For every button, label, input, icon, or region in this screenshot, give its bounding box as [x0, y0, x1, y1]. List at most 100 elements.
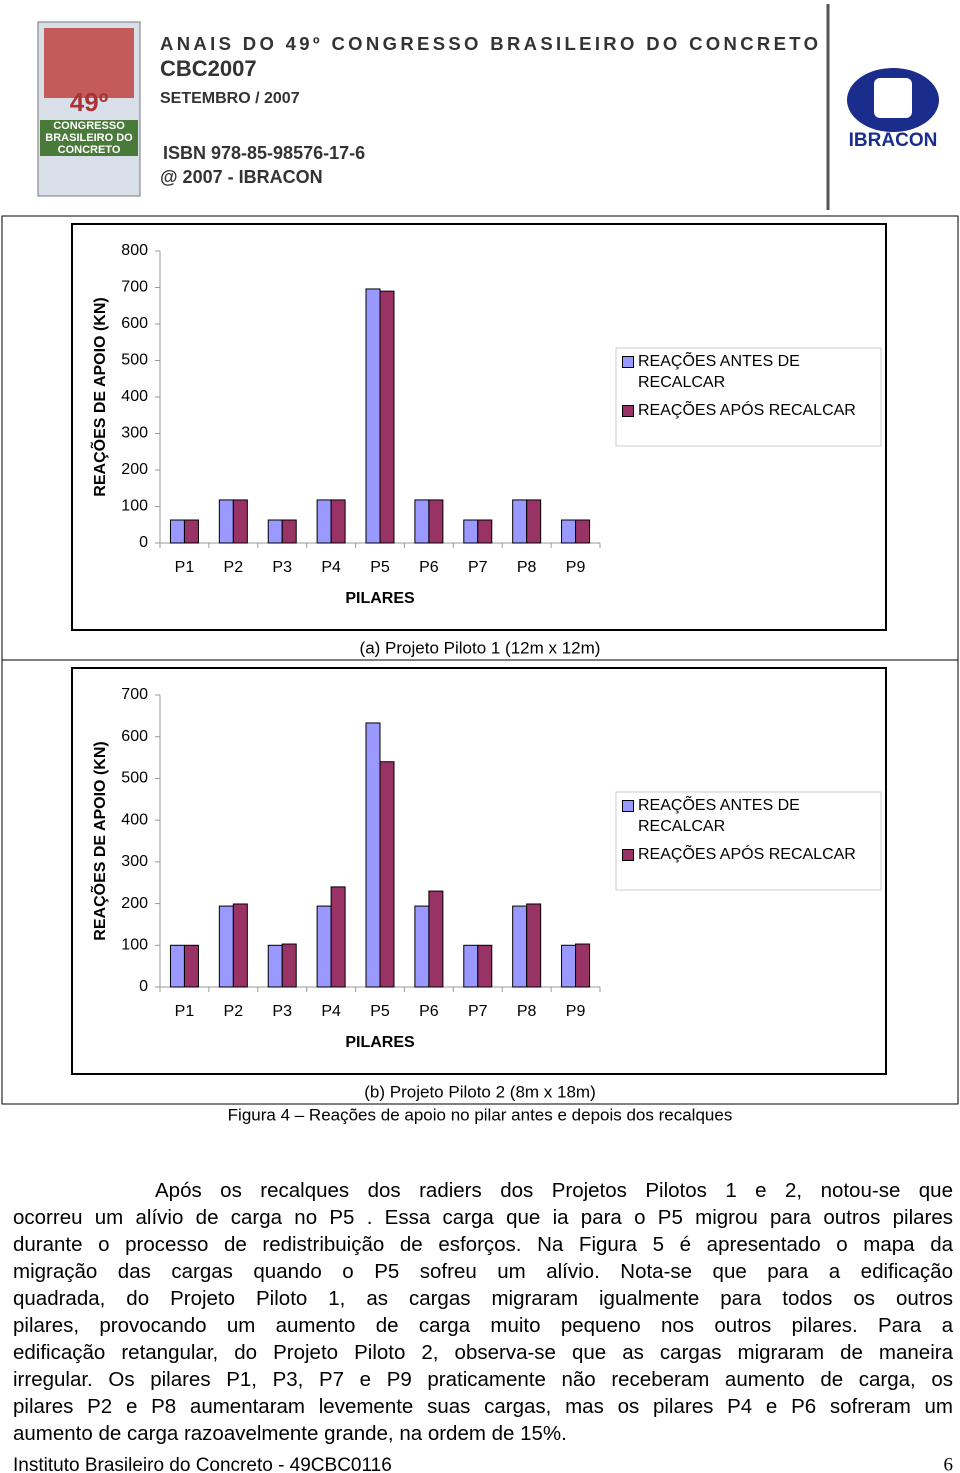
- bar: [365, 288, 381, 544]
- bar: [379, 290, 395, 544]
- x-tick-label: P7: [468, 1003, 488, 1020]
- y-axis-title: REAÇÕES DE APOIO (KN): [89, 741, 109, 940]
- y-tick-label: 300: [121, 425, 148, 442]
- header-date: SETEMBRO / 2007: [160, 90, 300, 107]
- legend-label: REAÇÕES ANTES DE RECALCAR: [638, 797, 800, 835]
- y-tick-label: 800: [121, 242, 148, 259]
- bar: [575, 519, 591, 544]
- bar: [575, 943, 591, 988]
- x-tick-label: P5: [370, 559, 390, 576]
- publisher: IBRACON: [849, 130, 938, 151]
- body-line: pilares P2 e P8 aumentaram levemente sua…: [13, 1395, 953, 1418]
- logo-number: 49º: [70, 87, 109, 117]
- bar: [330, 886, 346, 988]
- bar: [463, 944, 479, 988]
- bar: [316, 905, 332, 988]
- ibracon-logo-cylinder: [874, 78, 912, 118]
- chart-caption: (a) Projeto Piloto 1 (12m x 12m): [360, 638, 601, 657]
- bar: [183, 944, 199, 988]
- header-isbn: ISBN 978-85-98576-17-6: [163, 143, 365, 163]
- y-tick-label: 100: [121, 937, 148, 954]
- y-tick-label: 300: [121, 853, 148, 870]
- bar: [169, 519, 185, 544]
- bar: [561, 944, 577, 988]
- y-axis-title: REAÇÕES DE APOIO (KN): [89, 297, 109, 496]
- legend-label: REAÇÕES APÓS RECALCAR: [638, 846, 856, 863]
- body-line: quadrada, do Projeto Piloto 1, as cargas…: [13, 1287, 953, 1310]
- legend-item: REAÇÕES ANTES DE RECALCAR: [620, 795, 880, 837]
- bar: [561, 519, 577, 544]
- bar: [526, 499, 542, 544]
- y-tick-label: 600: [121, 728, 148, 745]
- bar: [218, 499, 234, 544]
- x-tick-label: P9: [566, 1003, 586, 1020]
- legend: REAÇÕES ANTES DE RECALCAR REAÇÕES APÓS RE…: [620, 795, 880, 865]
- y-tick-label: 200: [121, 461, 148, 478]
- x-tick-label: P9: [566, 559, 586, 576]
- legend: REAÇÕES ANTES DE RECALCAR REAÇÕES APÓS RE…: [620, 351, 880, 421]
- y-tick-label: 500: [121, 352, 148, 369]
- bar: [232, 499, 248, 544]
- body-line: durante o processo de redistribuição de …: [13, 1233, 953, 1256]
- bar: [281, 943, 297, 988]
- legend-item: REAÇÕES ANTES DE RECALCAR: [620, 351, 880, 393]
- x-tick-label: P8: [517, 559, 537, 576]
- bar: [169, 944, 185, 988]
- x-axis-title: PILARES: [345, 1034, 415, 1051]
- legend-frame: [615, 791, 882, 891]
- body-line: ocorreu um alívio de carga no P5 . Essa …: [13, 1206, 953, 1229]
- legend-frame: [615, 347, 882, 447]
- body-line: pilares, provocando um aumento de carga …: [13, 1314, 953, 1337]
- y-tick-label: 400: [121, 388, 148, 405]
- legend-items: REAÇÕES ANTES DE RECALCAR REAÇÕES APÓS RE…: [620, 795, 880, 865]
- bar: [477, 944, 493, 988]
- legend-swatch: [622, 356, 634, 368]
- header-event: CBC2007: [160, 56, 257, 81]
- bar: [512, 905, 528, 988]
- y-tick-label: 600: [121, 315, 148, 332]
- x-tick-label: P3: [272, 1003, 292, 1020]
- legend-item: REAÇÕES APÓS RECALCAR: [620, 400, 880, 421]
- bar: [232, 903, 248, 988]
- chart-frame: [71, 223, 887, 631]
- x-tick-label: P3: [272, 559, 292, 576]
- y-tick-label: 200: [121, 895, 148, 912]
- chart-caption: (b) Projeto Piloto 2 (8m x 18m): [364, 1082, 595, 1101]
- bar: [428, 890, 444, 988]
- legend-swatch: [622, 849, 634, 861]
- x-tick-label: P4: [321, 559, 341, 576]
- legend-item: REAÇÕES APÓS RECALCAR: [620, 844, 880, 865]
- y-tick-label: 700: [121, 686, 148, 703]
- chart-frame: [71, 667, 887, 1075]
- x-tick-label: P6: [419, 1003, 439, 1020]
- x-tick-label: P2: [224, 1003, 244, 1020]
- bar: [330, 499, 346, 544]
- bar: [183, 519, 199, 544]
- y-tick-label: 500: [121, 770, 148, 787]
- x-tick-label: P6: [419, 559, 439, 576]
- logo-text-box: CONGRESSO BRASILEIRO DO CONCRETO: [40, 120, 138, 156]
- bar: [379, 761, 395, 988]
- bar: [267, 519, 283, 544]
- body-line: edificação retangular, do Projeto Piloto…: [13, 1341, 953, 1364]
- bar: [512, 499, 528, 544]
- legend-label: REAÇÕES ANTES DE RECALCAR: [638, 353, 800, 391]
- x-tick-label: P8: [517, 1003, 537, 1020]
- x-tick-label: P2: [224, 559, 244, 576]
- x-tick-label: P1: [175, 1003, 195, 1020]
- y-tick-label: 700: [121, 279, 148, 296]
- bar: [463, 519, 479, 544]
- x-tick-label: P4: [321, 1003, 341, 1020]
- y-tick-label: 0: [139, 534, 148, 551]
- bar: [267, 944, 283, 988]
- legend-swatch: [622, 405, 634, 417]
- bar: [316, 499, 332, 544]
- body-line: irregular. Os pilares P1, P3, P7 e P9 pr…: [13, 1368, 953, 1391]
- figure-caption: Figura 4 – Reações de apoio no pilar ant…: [228, 1105, 733, 1124]
- x-axis-title: PILARES: [345, 590, 415, 607]
- legend-label: REAÇÕES APÓS RECALCAR: [638, 402, 856, 419]
- page-number: 6: [944, 1454, 954, 1473]
- body-line: aumento de carga razoavelmente grande, n…: [13, 1422, 567, 1445]
